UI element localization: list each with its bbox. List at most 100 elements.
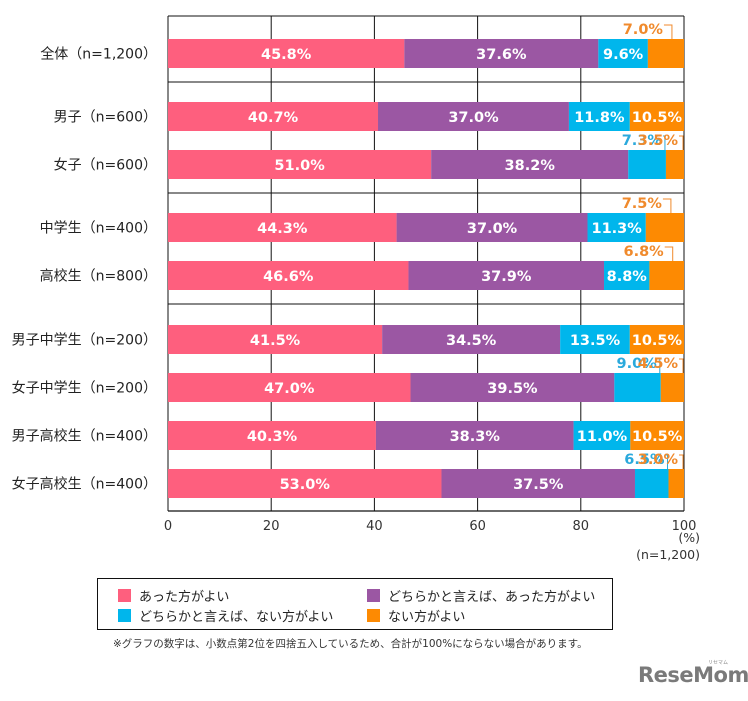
data-label: 40.3%: [247, 429, 298, 445]
data-label: 11.8%: [574, 110, 625, 126]
legend-label: どちらかと言えば、ない方がよい: [139, 610, 334, 625]
bar-segment: [614, 373, 661, 402]
legend-item-somewhat-yes: どちらかと言えば、あった方がよい: [367, 586, 595, 605]
data-label: 37.9%: [481, 269, 532, 285]
bar-segment: [168, 469, 442, 498]
bar-segment: [168, 261, 409, 290]
data-label: 11.3%: [592, 221, 643, 237]
data-label-callout: 7.3%: [622, 133, 663, 149]
data-label: 45.8%: [261, 47, 312, 63]
callout-bracket: [663, 24, 673, 39]
legend-label: ない方がよい: [388, 610, 466, 625]
category-label: 全体（n=1,200）: [40, 46, 157, 63]
x-axis-unit-label: (%): [678, 530, 700, 545]
bars-layer: [168, 39, 684, 498]
bar-segment: [168, 150, 432, 179]
legend: あった方がよい どちらかと言えば、あった方がよい どちらかと言えば、ない方がよい…: [97, 578, 613, 630]
legend-label: あった方がよい: [139, 590, 230, 605]
data-label: 8.8%: [607, 269, 648, 285]
x-tick-label: 20: [263, 519, 280, 534]
bar-segment: [629, 102, 684, 131]
bar-segment: [404, 39, 599, 68]
data-label: 13.5%: [570, 333, 621, 349]
data-label-callout: 3.5%: [638, 133, 679, 149]
data-label: 9.6%: [603, 47, 644, 63]
category-label: 高校生（n=800）: [40, 268, 157, 285]
data-label: 41.5%: [250, 333, 301, 349]
data-label: 37.0%: [467, 221, 518, 237]
legend-label: どちらかと言えば、あった方がよい: [388, 590, 596, 605]
footnote: ※グラフの数字は、小数点第2位を四捨五入しているため、合計が100%にならない場…: [113, 638, 588, 650]
bar-segment: [665, 150, 684, 179]
data-label-callout: 6.5%: [624, 452, 665, 468]
data-label: 37.6%: [476, 47, 527, 63]
bar-segment: [378, 102, 569, 131]
bar-segment: [375, 421, 574, 450]
resemom-logo-kana: リセマム: [708, 660, 729, 666]
bar-segment: [168, 325, 383, 354]
bar-segment: [598, 39, 648, 68]
callout-bracket: [679, 358, 684, 373]
data-label: 47.0%: [264, 381, 315, 397]
data-label: 37.5%: [513, 477, 564, 493]
bar-segment: [560, 325, 630, 354]
data-label: 10.5%: [632, 110, 683, 126]
data-label: 10.5%: [632, 333, 683, 349]
callout-bracket: [679, 454, 684, 469]
bar-segment: [573, 421, 631, 450]
data-label: 40.7%: [248, 110, 299, 126]
legend-swatch-blue: [118, 609, 131, 622]
x-tick-label: 0: [164, 519, 172, 534]
data-label: 38.3%: [450, 429, 501, 445]
bar-segment: [587, 213, 646, 242]
data-label: 51.0%: [274, 158, 325, 174]
category-label: 男子高校生（n=400）: [12, 428, 157, 445]
bar-segment: [647, 39, 684, 68]
callout-bracket: [665, 454, 669, 469]
bar-segment: [396, 213, 588, 242]
data-label: 37.0%: [448, 110, 499, 126]
bar-segment: [382, 325, 561, 354]
bar-segment: [168, 39, 405, 68]
bar-segment: [628, 150, 666, 179]
legend-item-strongly-yes: あった方がよい: [118, 586, 229, 605]
callout-bracket: [679, 135, 684, 150]
bar-segment: [408, 261, 605, 290]
bar-segment: [604, 261, 650, 290]
category-label: 中学生（n=400）: [40, 221, 157, 237]
bar-segment: [649, 261, 684, 290]
bar-segment: [168, 102, 379, 131]
data-label: 46.6%: [263, 269, 314, 285]
data-label-callout: 9.0%: [617, 356, 658, 372]
data-label-callout: 7.5%: [622, 196, 663, 212]
category-label: 女子中学生（n=200）: [12, 380, 157, 397]
axis-layer: 0 20 40 60 80 100 全体（n=1,200） 男子（n=600） 女子（n=600…: [12, 46, 697, 535]
x-tick-label: 60: [469, 519, 486, 534]
legend-item-strongly-no: ない方がよい: [367, 606, 465, 625]
bar-segment: [668, 469, 684, 498]
data-label: 34.5%: [446, 333, 497, 349]
legend-swatch-purple: [367, 589, 380, 602]
data-label-callout: 4.5%: [638, 356, 679, 372]
data-label: 44.3%: [257, 221, 308, 237]
callout-bracket: [657, 358, 661, 373]
data-label: 39.5%: [487, 381, 538, 397]
bar-segment: [168, 213, 397, 242]
legend-swatch-orange: [367, 609, 380, 622]
data-label: 10.5%: [632, 429, 683, 445]
data-label-callout: 6.8%: [623, 244, 664, 260]
category-label: 女子（n=600）: [54, 157, 157, 174]
callout-bracket: [664, 246, 674, 261]
data-label: 53.0%: [280, 477, 331, 493]
bar-segment: [629, 325, 684, 354]
bar-segment: [441, 469, 635, 498]
x-tick-label: 100: [672, 519, 697, 534]
category-label: 女子高校生（n=400）: [12, 476, 157, 493]
bar-segment: [168, 421, 376, 450]
data-label: 38.2%: [505, 158, 556, 174]
bar-segment: [168, 373, 411, 402]
bar-segment: [568, 102, 630, 131]
data-label-callout: 3.0%: [638, 452, 679, 468]
labels-layer: 45.8% 37.6% 9.6% 7.0% 40.7% 37.0% 11.8% 10.5% 51…: [247, 22, 684, 493]
